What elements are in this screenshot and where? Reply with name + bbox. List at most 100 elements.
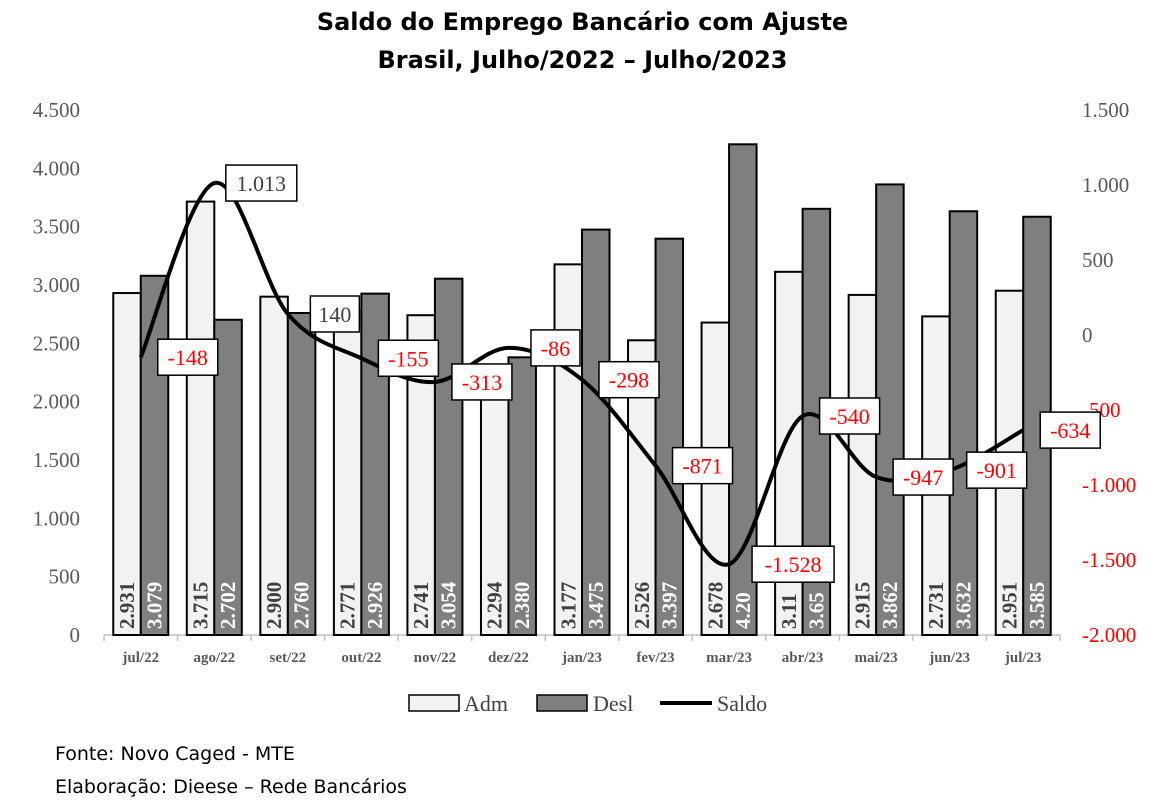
x-axis-label: jul/23 — [1004, 650, 1042, 666]
saldo-label: -298 — [609, 368, 649, 393]
x-axis-label: jan/23 — [561, 650, 602, 666]
left-axis-tick: 1.500 — [33, 448, 80, 472]
bar-label-desl: 3.079 — [143, 582, 167, 629]
left-axis-tick: 4.500 — [33, 98, 80, 122]
chart-subtitle: Brasil, Julho/2022 – Julho/2023 — [377, 46, 788, 74]
legend-label-adm: Adm — [464, 691, 508, 716]
bar-adm — [259, 295, 289, 636]
bar-label-adm: 2.678 — [703, 582, 727, 629]
bar-label-desl: 2.380 — [510, 582, 534, 629]
legend-label-saldo: Saldo — [717, 691, 767, 716]
bar-label-desl: 3.585 — [1025, 582, 1049, 629]
saldo-label: -871 — [682, 454, 722, 479]
bar-label-desl: 2.702 — [216, 582, 240, 629]
left-axis-tick: 2.000 — [33, 390, 80, 414]
x-axis-label: nov/22 — [414, 650, 457, 666]
saldo-label: -86 — [541, 336, 570, 361]
left-axis-tick: 3.500 — [33, 215, 80, 239]
saldo-label: -540 — [829, 404, 869, 429]
bar-label-adm: 3.11 — [777, 593, 801, 629]
credit-note: Elaboração: Dieese – Rede Bancários — [55, 776, 407, 798]
saldo-label: 1.013 — [237, 171, 287, 196]
bar-desl — [507, 356, 537, 636]
right-axis-tick: -2.000 — [1082, 623, 1136, 647]
saldo-label: -155 — [388, 346, 428, 371]
bar-desl — [654, 237, 685, 637]
bar-label-adm: 2.951 — [997, 582, 1021, 629]
saldo-label-box — [309, 295, 361, 333]
saldo-label-box — [671, 446, 734, 485]
left-axis-tick: 2.500 — [33, 331, 80, 355]
bar-label-desl: 2.760 — [290, 582, 314, 629]
saldo-label: -634 — [1050, 418, 1090, 443]
left-axis-tick: 1.000 — [33, 506, 80, 530]
bar-adm — [112, 292, 142, 636]
saldo-label-box — [598, 360, 660, 399]
saldo-label-box — [157, 338, 219, 376]
saldo-label-box — [892, 458, 954, 496]
saldo-label-box — [225, 164, 298, 202]
x-axis-label: fev/23 — [636, 650, 674, 666]
saldo-label-box — [751, 545, 835, 583]
right-axis-tick: -1.500 — [1082, 548, 1136, 572]
legend-swatch-desl — [536, 694, 588, 712]
bar-label-desl: 3.632 — [951, 582, 975, 629]
bar-label-desl: 3.054 — [437, 581, 461, 629]
x-axis-label: abr/23 — [782, 650, 824, 666]
bar-label-adm: 2.771 — [336, 582, 360, 629]
right-axis-tick: 1.000 — [1082, 173, 1129, 197]
right-axis-tick: 1.500 — [1082, 98, 1129, 122]
bar-desl — [286, 312, 317, 636]
x-axis-label: set/22 — [270, 650, 307, 666]
bar-label-adm: 2.915 — [850, 582, 874, 629]
bar-desl — [433, 277, 464, 636]
saldo-label: -901 — [977, 458, 1017, 483]
bar-label-desl: 3.475 — [584, 582, 608, 629]
saldo-label-box — [530, 329, 581, 367]
bar-label-desl: 3.862 — [878, 582, 902, 629]
chart: 0 500 1.000 1.500 2.000 2.500 3.000 3.500 4.000 4… — [33, 98, 1137, 716]
left-axis-tick: 3.000 — [33, 273, 80, 297]
bar-label-adm: 2.900 — [262, 582, 286, 629]
bar-label-desl: 3.397 — [657, 582, 681, 629]
saldo-label: -313 — [462, 370, 502, 395]
saldo-label: 140 — [318, 302, 351, 327]
saldo-label: -148 — [168, 345, 208, 370]
chart-title: Saldo do Emprego Bancário com Ajuste — [316, 8, 849, 36]
legend-label-desl: Desl — [593, 691, 633, 716]
bar-desl — [948, 210, 979, 636]
x-axis-label: ago/22 — [193, 650, 235, 666]
right-axis-tick: 500 — [1082, 248, 1114, 272]
bar-adm — [553, 263, 583, 636]
saldo-label-box — [818, 397, 881, 435]
right-axis-tick: 0 — [1082, 323, 1093, 347]
saldo-label: -947 — [903, 465, 943, 490]
right-axis-tick: -1.000 — [1082, 473, 1136, 497]
bar-label-adm: 2.731 — [924, 582, 948, 629]
saldo-label: -1.528 — [765, 552, 822, 577]
saldo-label-box — [377, 339, 440, 377]
saldo-label-box — [965, 451, 1028, 489]
x-axis-label: mar/23 — [706, 650, 752, 666]
saldo-label-box — [451, 363, 513, 401]
bar-label-adm: 2.931 — [115, 582, 139, 629]
bar-label-adm: 2.741 — [409, 582, 433, 629]
bar-adm — [185, 200, 216, 636]
left-axis-tick: 500 — [49, 565, 81, 589]
bar-label-adm: 3.715 — [189, 582, 213, 629]
legend-swatch-adm — [408, 694, 460, 712]
bar-desl — [139, 274, 170, 636]
bar-label-adm: 2.526 — [630, 582, 654, 629]
x-axis-label: mai/23 — [854, 650, 897, 666]
bar-desl — [581, 228, 611, 636]
x-axis-label: jul/22 — [121, 650, 159, 666]
bar-label-adm: 3.177 — [556, 582, 580, 629]
saldo-label-box — [1039, 411, 1101, 449]
left-axis-tick: 0 — [70, 623, 81, 647]
bar-label-adm: 2.294 — [483, 581, 507, 629]
bar-desl — [213, 318, 243, 636]
bar-label-desl: 3.65 — [804, 592, 828, 629]
saldo-line — [138, 181, 1025, 567]
bar-label-desl: 4.20 — [731, 592, 755, 629]
bar-label-desl: 2.926 — [363, 582, 387, 629]
